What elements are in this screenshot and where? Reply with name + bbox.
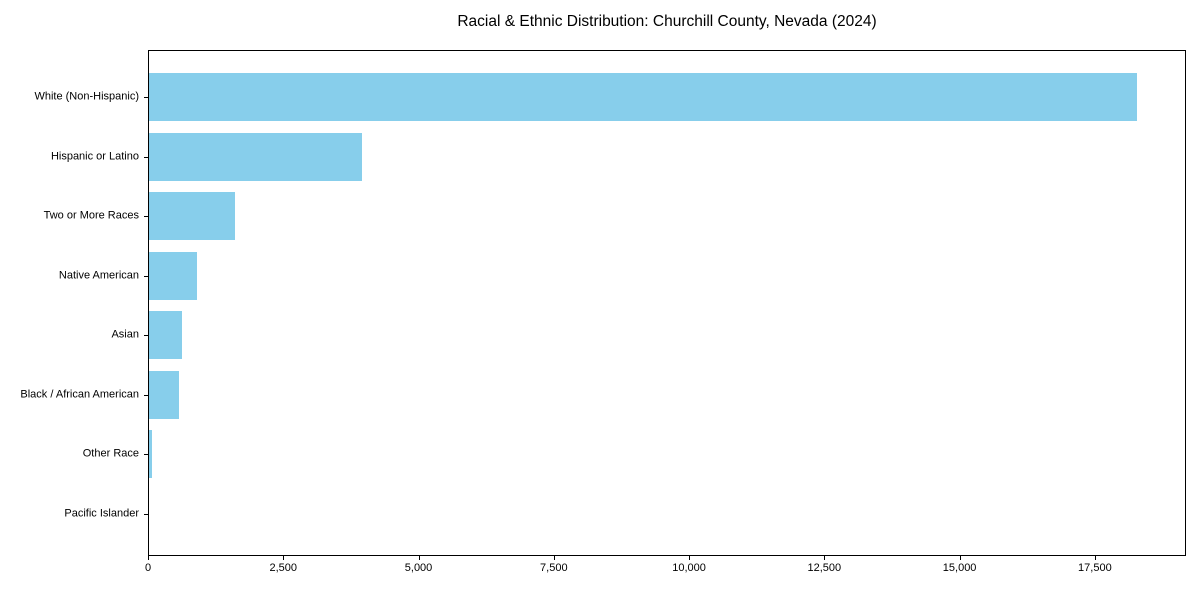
bar-asian <box>149 311 183 360</box>
x-tick-mark <box>418 556 420 560</box>
x-tick-mark <box>283 556 285 560</box>
y-tick-label-black-african-american: Black / African American <box>20 388 139 401</box>
y-tick-label-white-non-hispanic: White (Non-Hispanic) <box>34 90 139 103</box>
y-tick-label-other-race: Other Race <box>82 447 139 460</box>
x-tick-mark <box>553 556 555 560</box>
x-tick-mark <box>1094 556 1096 560</box>
bar-black-african-american <box>149 370 179 419</box>
y-tick-mark <box>144 335 148 337</box>
x-tick-label: 2,500 <box>269 562 298 574</box>
y-tick-label-native-american: Native American <box>58 269 139 282</box>
plot-area <box>148 50 1186 556</box>
y-tick-label-pacific-islander: Pacific Islander <box>64 507 139 520</box>
chart-title: Racial & Ethnic Distribution: Churchill … <box>457 13 877 30</box>
bar-white-non-hispanic <box>149 73 1137 121</box>
y-tick-mark <box>144 216 148 218</box>
x-tick-label: 15,000 <box>942 562 977 574</box>
y-tick-mark <box>144 514 148 515</box>
y-tick-mark <box>144 97 148 98</box>
x-tick-label: 17,500 <box>1078 562 1112 574</box>
x-tick-label: 10,000 <box>672 562 706 574</box>
x-tick-mark <box>824 556 826 560</box>
bar-two-or-more-races <box>149 192 236 241</box>
y-tick-mark <box>144 394 148 396</box>
bar-other-race <box>149 430 153 479</box>
x-tick-label: 5,000 <box>404 562 433 574</box>
x-tick-label: 12,500 <box>807 562 842 574</box>
y-tick-label-asian: Asian <box>111 328 139 341</box>
bar-hispanic-or-latino <box>149 132 362 181</box>
x-tick-mark <box>689 556 691 560</box>
y-tick-mark <box>144 275 148 277</box>
y-tick-mark <box>144 454 148 456</box>
y-tick-mark <box>144 156 148 158</box>
x-tick-mark <box>148 556 149 560</box>
bar-native-american <box>149 251 197 300</box>
x-tick-mark <box>959 556 961 560</box>
y-tick-label-two-or-more-races: Two or More Races <box>43 209 139 222</box>
y-tick-label-hispanic-or-latino: Hispanic or Latino <box>50 150 139 163</box>
x-tick-label: 0 <box>144 562 152 574</box>
x-tick-label: 7,500 <box>540 562 568 574</box>
